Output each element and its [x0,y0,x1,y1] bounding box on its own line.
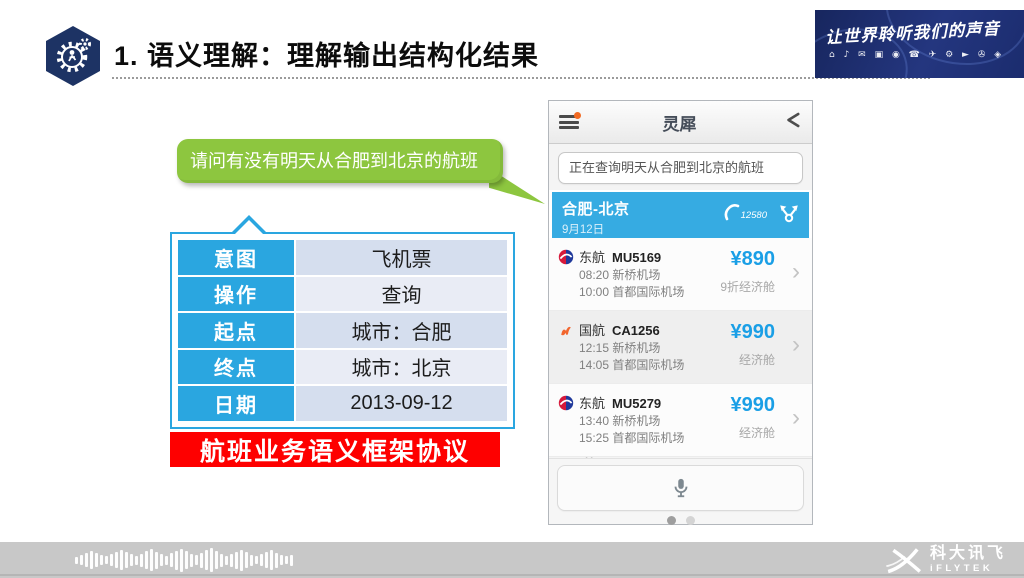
flight-number: MU5279 [612,396,662,411]
slide-footer: 科大讯飞 iFLYTEK [0,542,1024,578]
hotline-number: 12580 [740,210,767,221]
frame-caption: 航班业务语义框架协议 [170,432,500,467]
flight-number: CA1256 [612,323,660,338]
phone-app-header: 灵犀 [549,101,812,144]
route-name: 合肥-北京 [562,201,630,218]
row-value: 城市：北京 [296,349,507,384]
departure-time: 13:40 [579,414,610,428]
status-area: 正在查询明天从合肥到北京的航班 [549,144,812,190]
cabin-class: 经济舱 [738,353,775,367]
flight-price: ¥890 [730,248,776,270]
route-header-card[interactable]: 合肥-北京 9月12日 12580 [552,192,809,238]
airline-name: 东航 [579,396,606,411]
chevron-right-icon: › [792,404,800,431]
page-dot[interactable] [685,516,695,525]
departure-airport: 新桥机场 [612,341,661,355]
page-dot-active[interactable] [666,516,676,525]
swap-arrows-icon[interactable] [777,201,801,225]
gear-person-icon [46,26,100,86]
arrival-time: 15:25 [579,431,610,445]
brand-name-cn: 科大讯飞 [929,545,1006,563]
iflytek-mark-icon [886,548,922,574]
cabin-class: 经济舱 [738,426,775,440]
departure-airport: 新桥机场 [612,268,661,282]
page-title: 1. 语义理解：理解输出结构化结果 [114,41,540,71]
row-label: 日期 [178,386,294,421]
share-icon[interactable] [780,111,802,134]
callout-pointer-inner [234,220,264,235]
row-value: 飞机票 [296,240,507,275]
row-value: 查询 [296,276,507,311]
menu-icon[interactable] [559,112,581,129]
flight-number: MU5169 [612,250,662,265]
china-eastern-logo-icon [558,249,574,265]
app-title: 灵犀 [662,114,697,134]
phone-handset-icon [724,204,739,221]
mic-button[interactable] [557,465,804,511]
voice-input-panel [549,458,812,525]
notification-dot [574,112,581,119]
banner-icons: ⌂ ♪ ✉ ▣ ◉ ☎ ✈ ⚙ ► ✇ ◈ [829,50,1005,60]
row-label: 意图 [178,240,294,275]
brand-name-en: iFLYTEK [929,563,994,575]
arrival-time: 14:05 [579,358,610,372]
arrival-time: 10:00 [579,285,610,299]
iflytek-logo: 科大讯飞 iFLYTEK [884,542,1006,578]
table-row: 起点 城市：合肥 [178,313,507,348]
brand-banner: 让世界聆听我们的声音 ⌂ ♪ ✉ ▣ ◉ ☎ ✈ ⚙ ► ✇ ◈ [815,10,1024,78]
table-row: 操作 查询 [178,276,507,311]
table-row: 终点 城市：北京 [178,349,507,384]
table-row: 意图 飞机票 [178,240,507,275]
waveform-decoration [75,542,293,578]
phone-mockup: 灵犀 正在查询明天从合肥到北京的航班 合肥-北京 9月12日 12580 [548,100,813,525]
row-label: 操作 [178,276,294,311]
flight-price: ¥990 [730,394,776,416]
row-label: 起点 [178,313,294,348]
table-row: 日期 2013-09-12 [178,386,507,421]
chevron-right-icon: › [792,258,800,285]
china-eastern-logo-icon [558,395,574,411]
arrival-airport: 首都国际机场 [612,431,685,445]
hotline-call-button[interactable]: 12580 [723,203,767,223]
query-status-text: 正在查询明天从合肥到北京的航班 [558,152,803,184]
route-date: 9月12日 [562,224,605,236]
departure-airport: 新桥机场 [612,414,661,428]
semantic-frame-table: 意图 飞机票 操作 查询 起点 城市：合肥 终点 城市：北京 日期 2013-0… [170,215,515,429]
arrival-airport: 首都国际机场 [612,285,685,299]
row-label: 终点 [178,349,294,384]
flight-row[interactable]: 东航 MU5169 08:20 新桥机场 10:00 首都国际机场 ¥890 9折… [549,238,812,311]
title-divider [112,77,930,79]
flight-row[interactable]: 国航 CA1256 12:15 新桥机场 14:05 首都国际机场 ¥990 经济… [549,311,812,384]
chevron-right-icon: › [792,331,800,358]
airline-name: 国航 [579,323,606,338]
airline-name: 东航 [579,250,606,265]
departure-time: 12:15 [579,341,610,355]
air-china-logo-icon [558,322,574,338]
row-value: 城市：合肥 [296,313,507,348]
departure-time: 08:20 [579,268,610,282]
flight-row[interactable]: 东航 MU5279 13:40 新桥机场 15:25 首都国际机场 ¥990 经济… [549,384,812,457]
arrival-airport: 首都国际机场 [612,358,685,372]
microphone-icon [674,478,687,498]
flight-price: ¥990 [730,321,776,343]
cabin-class: 9折经济舱 [720,280,775,294]
row-value: 2013-09-12 [296,386,507,421]
speech-bubble: 请问有没有明天从合肥到北京的航班 [177,139,503,184]
